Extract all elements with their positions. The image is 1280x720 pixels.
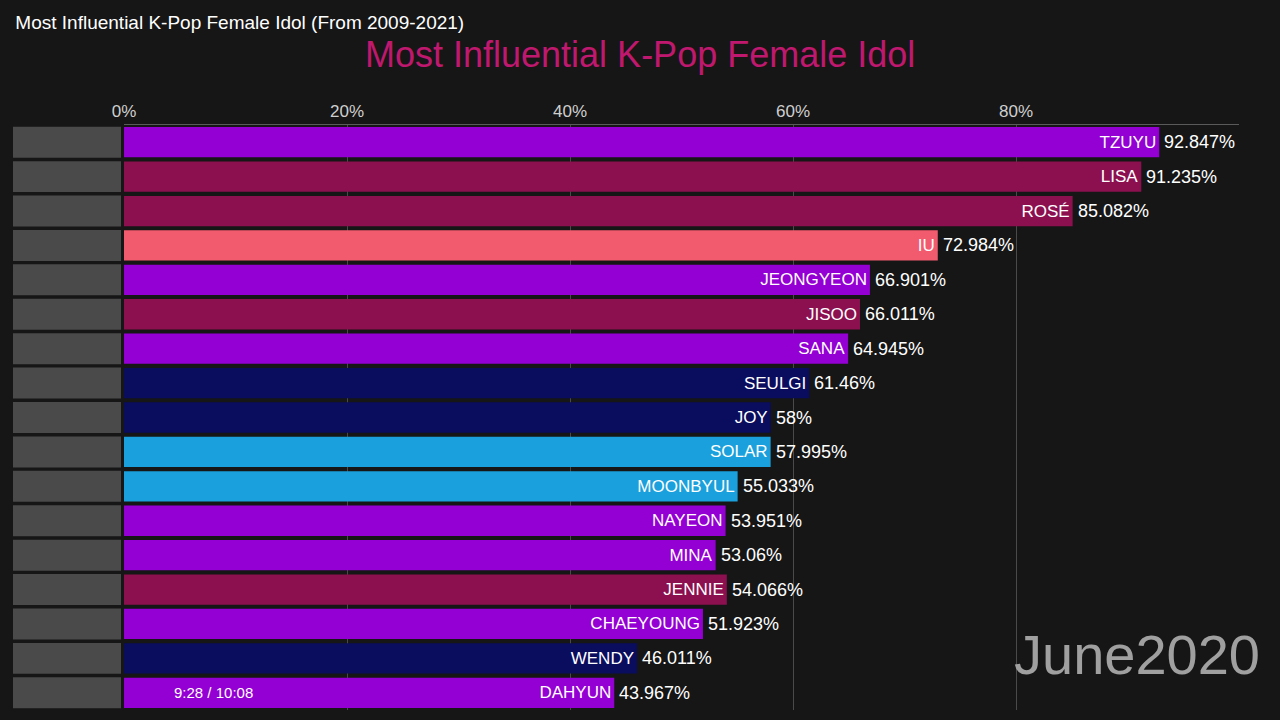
svg-text:61.46%: 61.46% bbox=[814, 373, 875, 393]
svg-text:9:28 / 10:08: 9:28 / 10:08 bbox=[174, 684, 253, 701]
svg-text:58%: 58% bbox=[776, 408, 812, 428]
svg-text:66.011%: 66.011% bbox=[865, 304, 935, 324]
svg-text:DAHYUN: DAHYUN bbox=[539, 683, 611, 702]
svg-text:55.033%: 55.033% bbox=[743, 476, 814, 496]
svg-text:WENDY: WENDY bbox=[571, 649, 634, 668]
svg-text:SOLAR: SOLAR bbox=[710, 442, 768, 461]
svg-text:Most Influential K-Pop Female: Most Influential K-Pop Female Idol (From… bbox=[15, 12, 464, 33]
svg-text:JEONGYEON: JEONGYEON bbox=[760, 270, 867, 289]
svg-text:NAYEON: NAYEON bbox=[652, 511, 723, 530]
svg-text:43.967%: 43.967% bbox=[619, 683, 690, 703]
svg-text:91.235%: 91.235% bbox=[1146, 167, 1217, 187]
svg-text:Most Influential K-Pop Female: Most Influential K-Pop Female Idol bbox=[365, 34, 915, 75]
svg-text:66.901%: 66.901% bbox=[875, 270, 946, 290]
svg-text:LISA: LISA bbox=[1101, 167, 1139, 186]
svg-text:JENNIE: JENNIE bbox=[663, 580, 723, 599]
svg-text:0%: 0% bbox=[112, 102, 137, 121]
svg-text:JISOO: JISOO bbox=[806, 305, 857, 324]
svg-text:51.923%: 51.923% bbox=[708, 614, 779, 634]
svg-text:80%: 80% bbox=[999, 102, 1033, 121]
svg-text:TZUYU: TZUYU bbox=[1100, 133, 1157, 152]
svg-text:MOONBYUL: MOONBYUL bbox=[637, 477, 734, 496]
svg-text:SEULGI: SEULGI bbox=[744, 374, 806, 393]
svg-text:ROSÉ: ROSÉ bbox=[1021, 202, 1069, 221]
svg-text:20%: 20% bbox=[330, 102, 364, 121]
svg-text:85.082%: 85.082% bbox=[1078, 201, 1149, 221]
svg-text:JOY: JOY bbox=[735, 408, 768, 427]
svg-text:64.945%: 64.945% bbox=[853, 339, 924, 359]
svg-text:46.011%: 46.011% bbox=[642, 648, 712, 668]
svg-text:92.847%: 92.847% bbox=[1164, 132, 1235, 152]
svg-text:MINA: MINA bbox=[669, 546, 712, 565]
svg-text:IU: IU bbox=[918, 236, 935, 255]
svg-text:60%: 60% bbox=[776, 102, 810, 121]
svg-text:53.06%: 53.06% bbox=[721, 545, 782, 565]
svg-text:54.066%: 54.066% bbox=[732, 580, 803, 600]
svg-text:72.984%: 72.984% bbox=[943, 235, 1014, 255]
svg-text:40%: 40% bbox=[553, 102, 587, 121]
svg-text:CHAEYOUNG: CHAEYOUNG bbox=[590, 614, 700, 633]
svg-text:SANA: SANA bbox=[798, 339, 845, 358]
svg-text:57.995%: 57.995% bbox=[776, 442, 847, 462]
svg-text:53.951%: 53.951% bbox=[731, 511, 802, 531]
svg-text:June2020: June2020 bbox=[1014, 623, 1260, 686]
